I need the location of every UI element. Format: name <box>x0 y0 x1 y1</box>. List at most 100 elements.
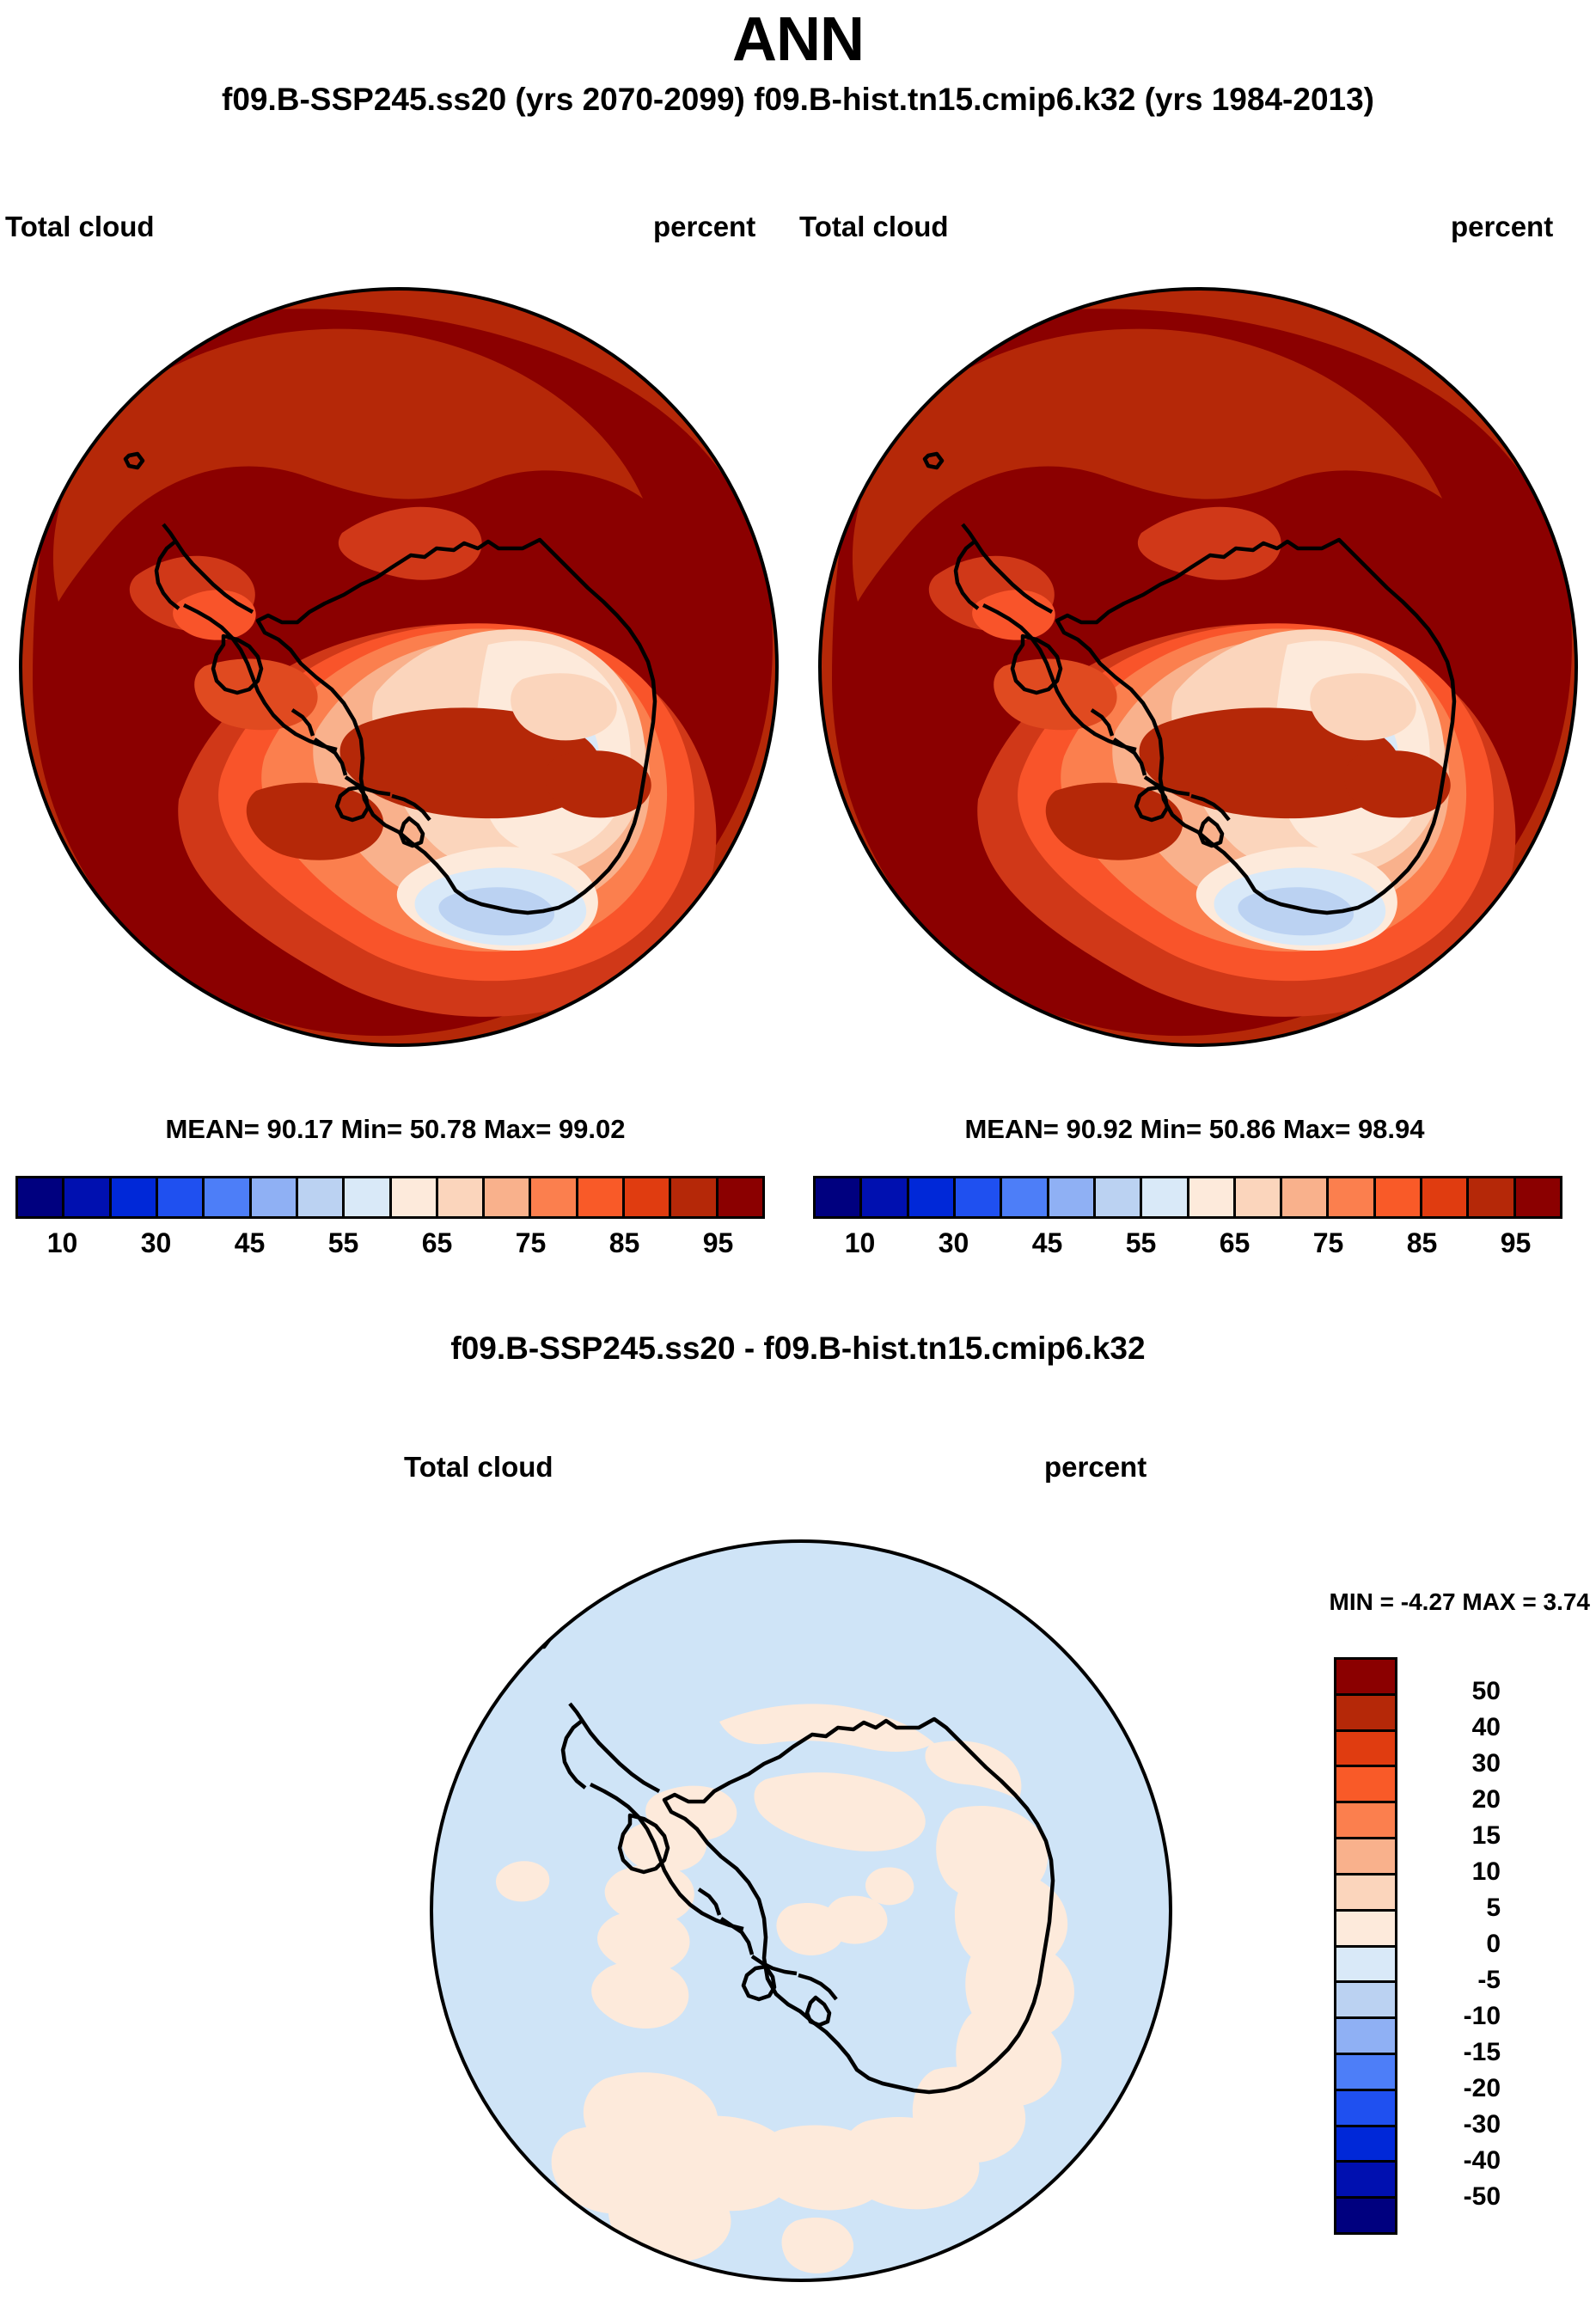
colorbar-tick-label: 65 <box>421 1227 453 1258</box>
difference-title: f09.B-SSP245.ss20 - f09.B-hist.tn15.cmip… <box>450 1331 1146 1366</box>
colorbar-swatch <box>671 1178 719 1216</box>
colorbar-swatch <box>1189 1178 1236 1216</box>
colorbar-swatch <box>908 1178 956 1216</box>
colorbar-swatch <box>391 1178 438 1216</box>
difference-colorbar[interactable] <box>1334 1657 1397 2235</box>
colorbar-swatch <box>1095 1178 1143 1216</box>
diff-colorbar-tick-label: -40 <box>1463 2146 1501 2175</box>
diff-panel-variable-label: Total cloud <box>404 1451 553 1483</box>
diff-colorbar-swatch <box>1336 2019 1395 2055</box>
diff-map-svg <box>430 1539 1172 2282</box>
colorbar-swatch <box>64 1178 112 1216</box>
colorbar-tick-label: 65 <box>1219 1227 1251 1258</box>
left-panel-stats: MEAN= 90.17 Min= 50.78 Max= 99.02 <box>165 1114 626 1144</box>
diff-colorbar-tick-label: 20 <box>1471 1785 1501 1814</box>
diff-colorbar-swatch <box>1336 2126 1395 2163</box>
diff-colorbar-swatch <box>1336 2199 1395 2232</box>
diff-colorbar-tick-label: 50 <box>1471 1677 1501 1705</box>
diff-colorbar-swatch <box>1336 1947 1395 1984</box>
diff-colorbar-swatch <box>1336 1983 1395 2020</box>
colorbar-swatch <box>1049 1178 1096 1216</box>
difference-polar-map[interactable] <box>419 1528 1183 2293</box>
diff-colorbar-tick-label: 0 <box>1486 1930 1501 1958</box>
colorbar-swatch <box>578 1178 626 1216</box>
colorbar-swatch <box>1142 1178 1189 1216</box>
colorbar-swatch <box>18 1178 65 1216</box>
right-panel-stats: MEAN= 90.92 Min= 50.86 Max= 98.94 <box>964 1114 1425 1144</box>
colorbar-tick-label: 45 <box>234 1227 266 1258</box>
diff-colorbar-swatch <box>1336 1767 1395 1804</box>
diff-colorbar-swatch <box>1336 1695 1395 1732</box>
left-map-svg <box>19 287 779 1047</box>
colorbar-swatch <box>1235 1178 1283 1216</box>
colorbar-swatch <box>1469 1178 1516 1216</box>
left-panel-units-label: percent <box>653 211 756 242</box>
colorbar-tick-label: 55 <box>327 1227 359 1258</box>
colorbar-tick-label: 85 <box>1406 1227 1438 1258</box>
diff-colorbar-swatch <box>1336 2090 1395 2127</box>
diff-colorbar-tick-label: 15 <box>1471 1821 1501 1850</box>
colorbar-swatch <box>1515 1178 1560 1216</box>
colorbar-swatch <box>111 1178 158 1216</box>
colorbar-tick-label: 75 <box>515 1227 547 1258</box>
colorbar-swatch <box>816 1178 863 1216</box>
colorbar-tick-label: 10 <box>46 1227 78 1258</box>
colorbar-swatch <box>485 1178 532 1216</box>
page-title: ANN <box>732 5 865 74</box>
diff-colorbar-swatch <box>1336 1660 1395 1696</box>
colorbar-swatch <box>1002 1178 1049 1216</box>
case-subtitle: f09.B-SSP245.ss20 (yrs 2070-2099) f09.B-… <box>222 82 1374 117</box>
left-colorbar[interactable] <box>15 1176 765 1219</box>
colorbar-tick-label: 30 <box>140 1227 172 1258</box>
colorbar-swatch <box>955 1178 1003 1216</box>
right-panel-variable-label: Total cloud <box>799 211 949 242</box>
right-map-svg <box>818 287 1578 1047</box>
right-polar-map[interactable] <box>806 275 1590 1059</box>
colorbar-tick-label: 45 <box>1031 1227 1063 1258</box>
diff-colorbar-tick-label: 10 <box>1471 1857 1501 1886</box>
diff-colorbar-tick-label: -15 <box>1463 2038 1501 2066</box>
colorbar-swatch <box>345 1178 392 1216</box>
diff-panel-minmax: MIN = -4.27 MAX = 3.74 <box>1329 1588 1590 1615</box>
left-panel-variable-label: Total cloud <box>5 211 155 242</box>
diff-colorbar-tick-label: 40 <box>1471 1713 1501 1741</box>
colorbar-tick-label: 75 <box>1312 1227 1344 1258</box>
left-polar-map[interactable] <box>7 275 791 1059</box>
diff-colorbar-swatch <box>1336 1911 1395 1948</box>
diff-colorbar-tick-label: -20 <box>1463 2074 1501 2102</box>
left-colorbar-labels: 10 30 45 55 65 75 85 95 <box>15 1227 765 1259</box>
colorbar-swatch <box>157 1178 205 1216</box>
diff-colorbar-tick-label: -30 <box>1463 2110 1501 2139</box>
diff-colorbar-tick-label: 30 <box>1471 1749 1501 1778</box>
diff-colorbar-tick-label: -10 <box>1463 2002 1501 2030</box>
diff-colorbar-tick-label: -5 <box>1477 1966 1501 1994</box>
diff-colorbar-tick-label: -50 <box>1463 2182 1501 2211</box>
colorbar-swatch <box>297 1178 345 1216</box>
colorbar-swatch <box>1282 1178 1330 1216</box>
colorbar-swatch <box>718 1178 762 1216</box>
colorbar-tick-label: 10 <box>844 1227 876 1258</box>
diff-colorbar-swatch <box>1336 1875 1395 1912</box>
right-colorbar[interactable] <box>813 1176 1562 1219</box>
diff-colorbar-swatch <box>1336 2054 1395 2091</box>
colorbar-swatch <box>205 1178 252 1216</box>
diff-panel-units-label: percent <box>1044 1451 1147 1483</box>
right-panel-units-label: percent <box>1451 211 1554 242</box>
colorbar-swatch <box>437 1178 486 1216</box>
right-colorbar-labels: 10 30 45 55 65 75 85 95 <box>813 1227 1562 1259</box>
diff-colorbar-swatch <box>1336 1803 1395 1840</box>
colorbar-swatch <box>1422 1178 1470 1216</box>
colorbar-swatch <box>531 1178 578 1216</box>
diff-colorbar-swatch <box>1336 1839 1395 1875</box>
colorbar-swatch <box>251 1178 298 1216</box>
colorbar-tick-label: 95 <box>1500 1227 1532 1258</box>
colorbar-swatch <box>862 1178 909 1216</box>
colorbar-swatch <box>625 1178 672 1216</box>
colorbar-tick-label: 95 <box>702 1227 734 1258</box>
diff-colorbar-swatch <box>1336 2163 1395 2200</box>
colorbar-swatch <box>1375 1178 1423 1216</box>
diff-colorbar-swatch <box>1336 1731 1395 1768</box>
colorbar-tick-label: 55 <box>1125 1227 1157 1258</box>
diff-colorbar-tick-label: 5 <box>1486 1894 1501 1922</box>
colorbar-tick-label: 30 <box>938 1227 969 1258</box>
